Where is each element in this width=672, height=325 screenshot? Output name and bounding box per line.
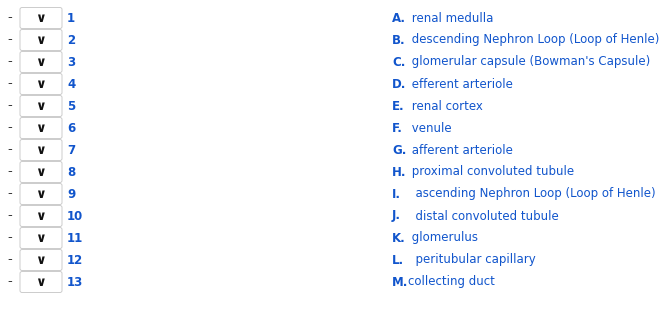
FancyBboxPatch shape: [20, 271, 62, 292]
Text: glomerulus: glomerulus: [408, 231, 478, 244]
FancyBboxPatch shape: [20, 30, 62, 50]
Text: ∨: ∨: [36, 276, 46, 289]
Text: afferent arteriole: afferent arteriole: [408, 144, 513, 157]
Text: E.: E.: [392, 99, 405, 112]
Text: peritubular capillary: peritubular capillary: [408, 254, 536, 266]
Text: -: -: [7, 144, 12, 157]
Text: ∨: ∨: [36, 99, 46, 112]
FancyBboxPatch shape: [20, 7, 62, 29]
Text: venule: venule: [408, 122, 452, 135]
FancyBboxPatch shape: [20, 162, 62, 183]
Text: A.: A.: [392, 11, 406, 24]
Text: D.: D.: [392, 77, 407, 90]
Text: 13: 13: [67, 276, 83, 289]
Text: glomerular capsule (Bowman's Capsule): glomerular capsule (Bowman's Capsule): [408, 56, 650, 69]
FancyBboxPatch shape: [20, 184, 62, 204]
Text: ∨: ∨: [36, 254, 46, 266]
Text: ∨: ∨: [36, 122, 46, 135]
Text: -: -: [7, 56, 12, 69]
Text: 5: 5: [67, 99, 75, 112]
Text: ∨: ∨: [36, 11, 46, 24]
FancyBboxPatch shape: [20, 51, 62, 72]
Text: 4: 4: [67, 77, 75, 90]
Text: M.: M.: [392, 276, 409, 289]
Text: collecting duct: collecting duct: [408, 276, 495, 289]
Text: 2: 2: [67, 33, 75, 46]
Text: -: -: [7, 165, 12, 178]
Text: renal cortex: renal cortex: [408, 99, 483, 112]
Text: descending Nephron Loop (Loop of Henle): descending Nephron Loop (Loop of Henle): [408, 33, 659, 46]
Text: J.: J.: [392, 210, 401, 223]
Text: -: -: [7, 11, 12, 24]
Text: 6: 6: [67, 122, 75, 135]
Text: efferent arteriole: efferent arteriole: [408, 77, 513, 90]
FancyBboxPatch shape: [20, 73, 62, 95]
Text: 1: 1: [67, 11, 75, 24]
Text: ∨: ∨: [36, 77, 46, 90]
Text: F.: F.: [392, 122, 403, 135]
Text: 9: 9: [67, 188, 75, 201]
Text: -: -: [7, 77, 12, 90]
FancyBboxPatch shape: [20, 250, 62, 270]
Text: -: -: [7, 122, 12, 135]
Text: -: -: [7, 231, 12, 244]
Text: ∨: ∨: [36, 165, 46, 178]
Text: ∨: ∨: [36, 33, 46, 46]
Text: ∨: ∨: [36, 188, 46, 201]
Text: 10: 10: [67, 210, 83, 223]
Text: C.: C.: [392, 56, 405, 69]
Text: -: -: [7, 33, 12, 46]
Text: 7: 7: [67, 144, 75, 157]
Text: 8: 8: [67, 165, 75, 178]
Text: -: -: [7, 99, 12, 112]
Text: distal convoluted tubule: distal convoluted tubule: [408, 210, 558, 223]
Text: 12: 12: [67, 254, 83, 266]
Text: B.: B.: [392, 33, 406, 46]
FancyBboxPatch shape: [20, 96, 62, 116]
Text: ascending Nephron Loop (Loop of Henle): ascending Nephron Loop (Loop of Henle): [408, 188, 656, 201]
FancyBboxPatch shape: [20, 139, 62, 161]
Text: 11: 11: [67, 231, 83, 244]
Text: K.: K.: [392, 231, 406, 244]
Text: G.: G.: [392, 144, 407, 157]
Text: renal medulla: renal medulla: [408, 11, 493, 24]
FancyBboxPatch shape: [20, 205, 62, 227]
Text: ∨: ∨: [36, 144, 46, 157]
Text: -: -: [7, 188, 12, 201]
Text: ∨: ∨: [36, 231, 46, 244]
Text: ∨: ∨: [36, 210, 46, 223]
Text: H.: H.: [392, 165, 407, 178]
Text: ∨: ∨: [36, 56, 46, 69]
Text: I.: I.: [392, 188, 401, 201]
Text: -: -: [7, 210, 12, 223]
Text: 3: 3: [67, 56, 75, 69]
Text: -: -: [7, 276, 12, 289]
FancyBboxPatch shape: [20, 227, 62, 249]
Text: L.: L.: [392, 254, 404, 266]
Text: proximal convoluted tubule: proximal convoluted tubule: [408, 165, 574, 178]
FancyBboxPatch shape: [20, 118, 62, 138]
Text: -: -: [7, 254, 12, 266]
